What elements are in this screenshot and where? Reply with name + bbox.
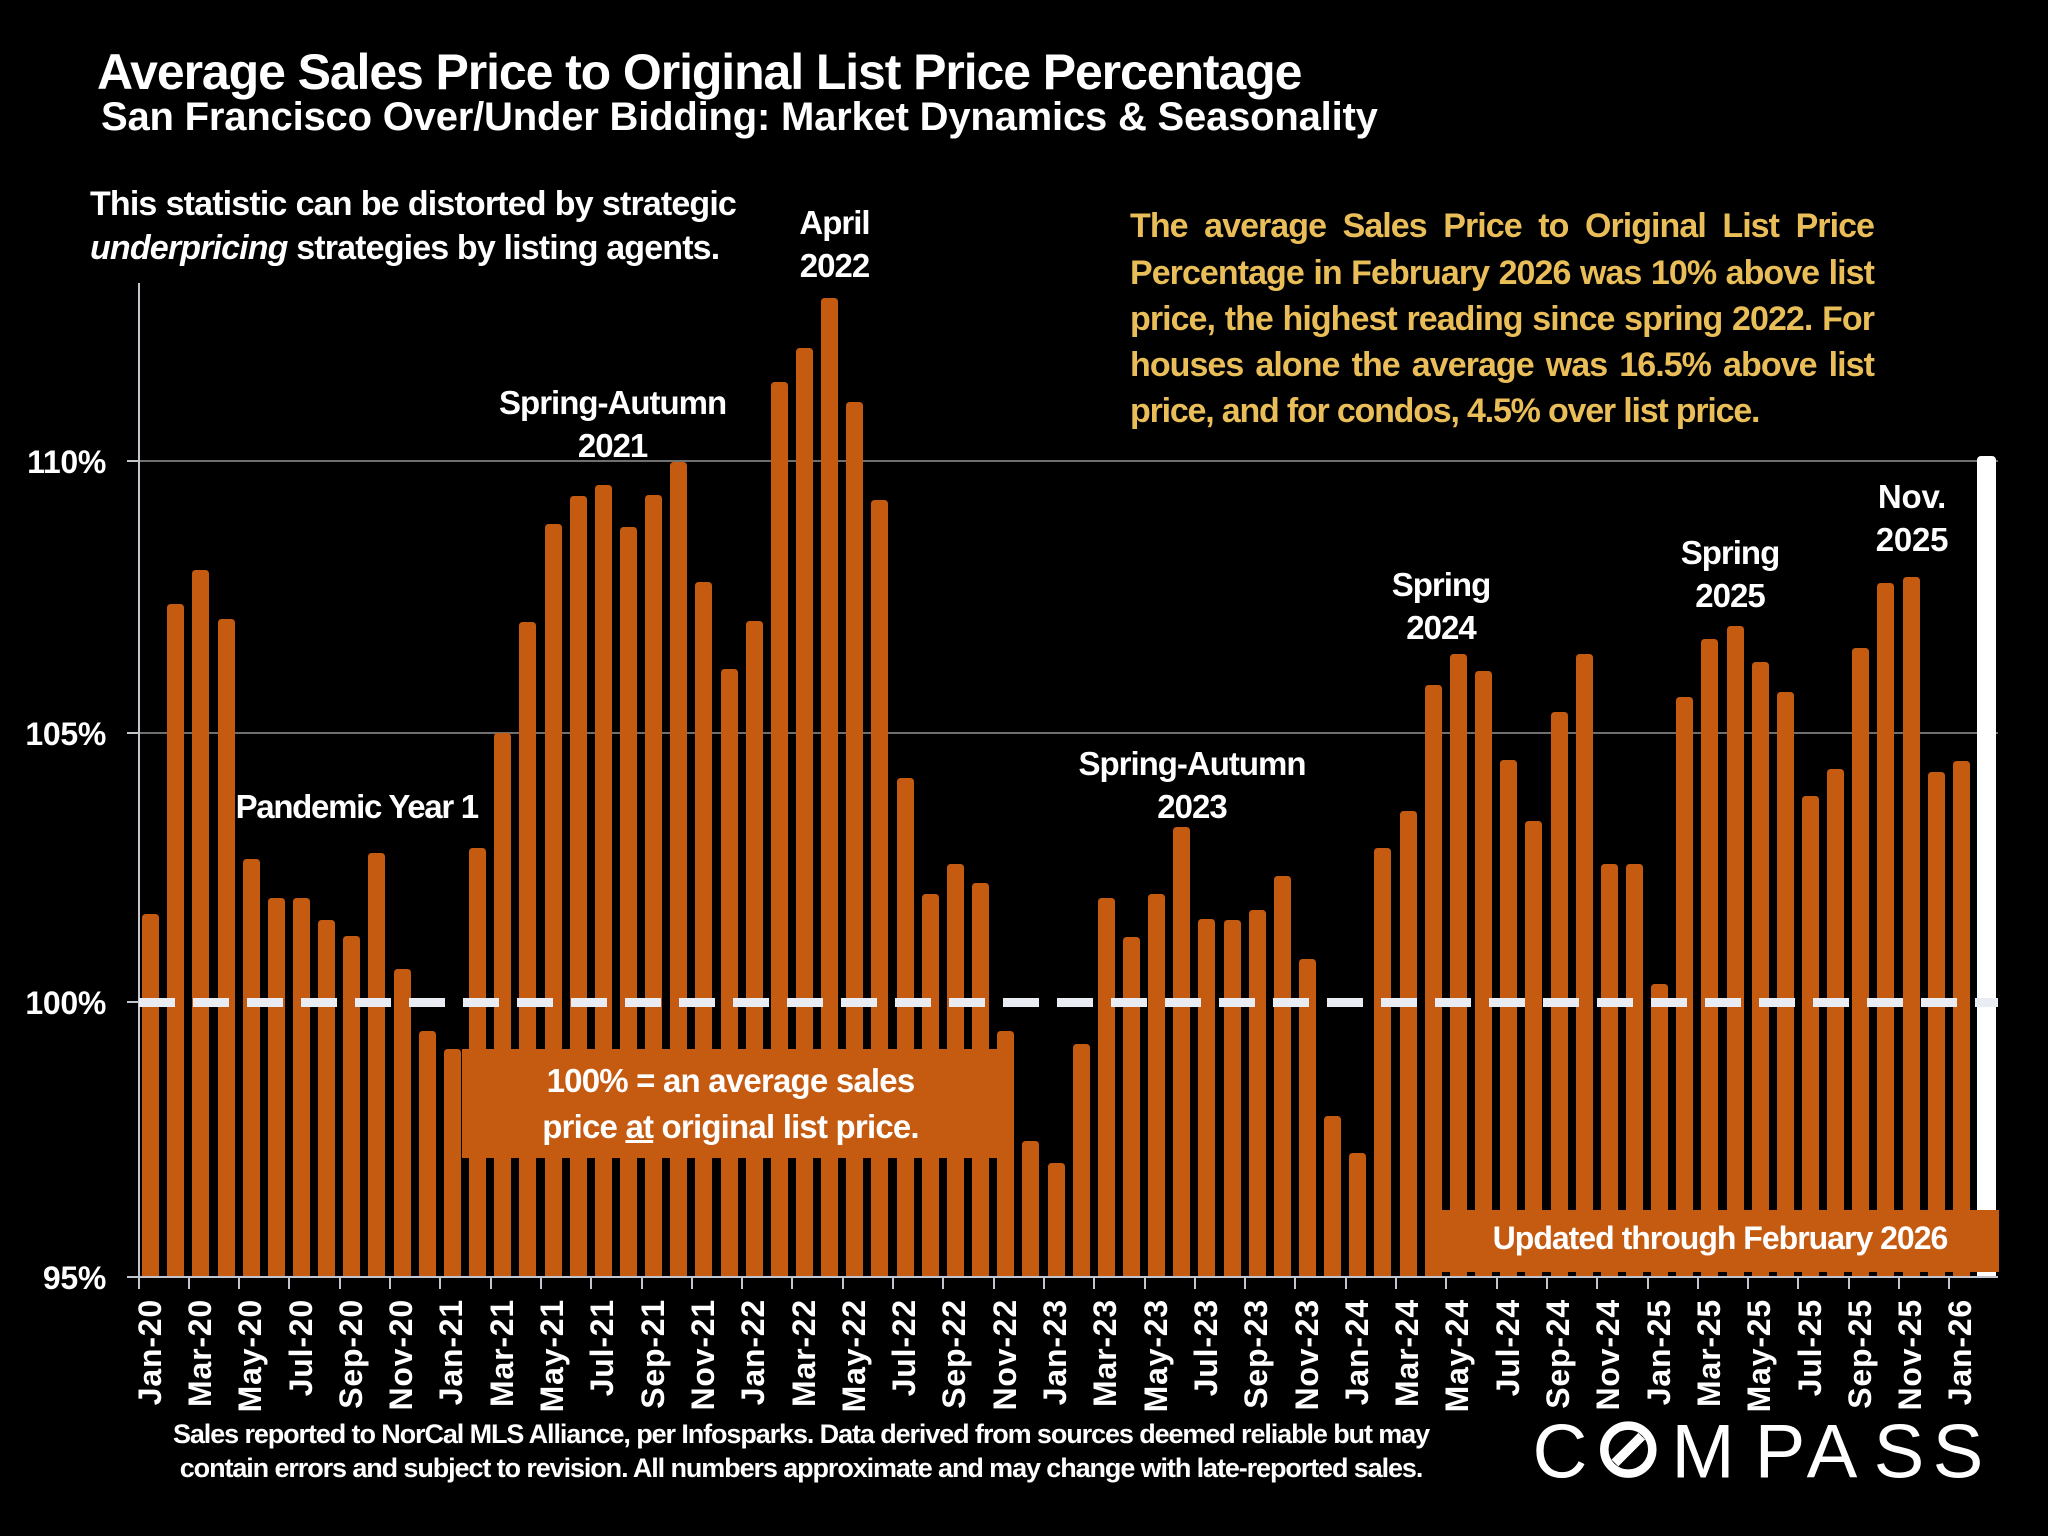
svg-text:M: M bbox=[1671, 1409, 1734, 1494]
svg-text:S: S bbox=[1933, 1409, 1984, 1494]
svg-text:A: A bbox=[1807, 1409, 1858, 1494]
svg-text:S: S bbox=[1874, 1409, 1925, 1494]
svg-text:P: P bbox=[1755, 1409, 1806, 1494]
svg-text:C: C bbox=[1533, 1409, 1588, 1494]
